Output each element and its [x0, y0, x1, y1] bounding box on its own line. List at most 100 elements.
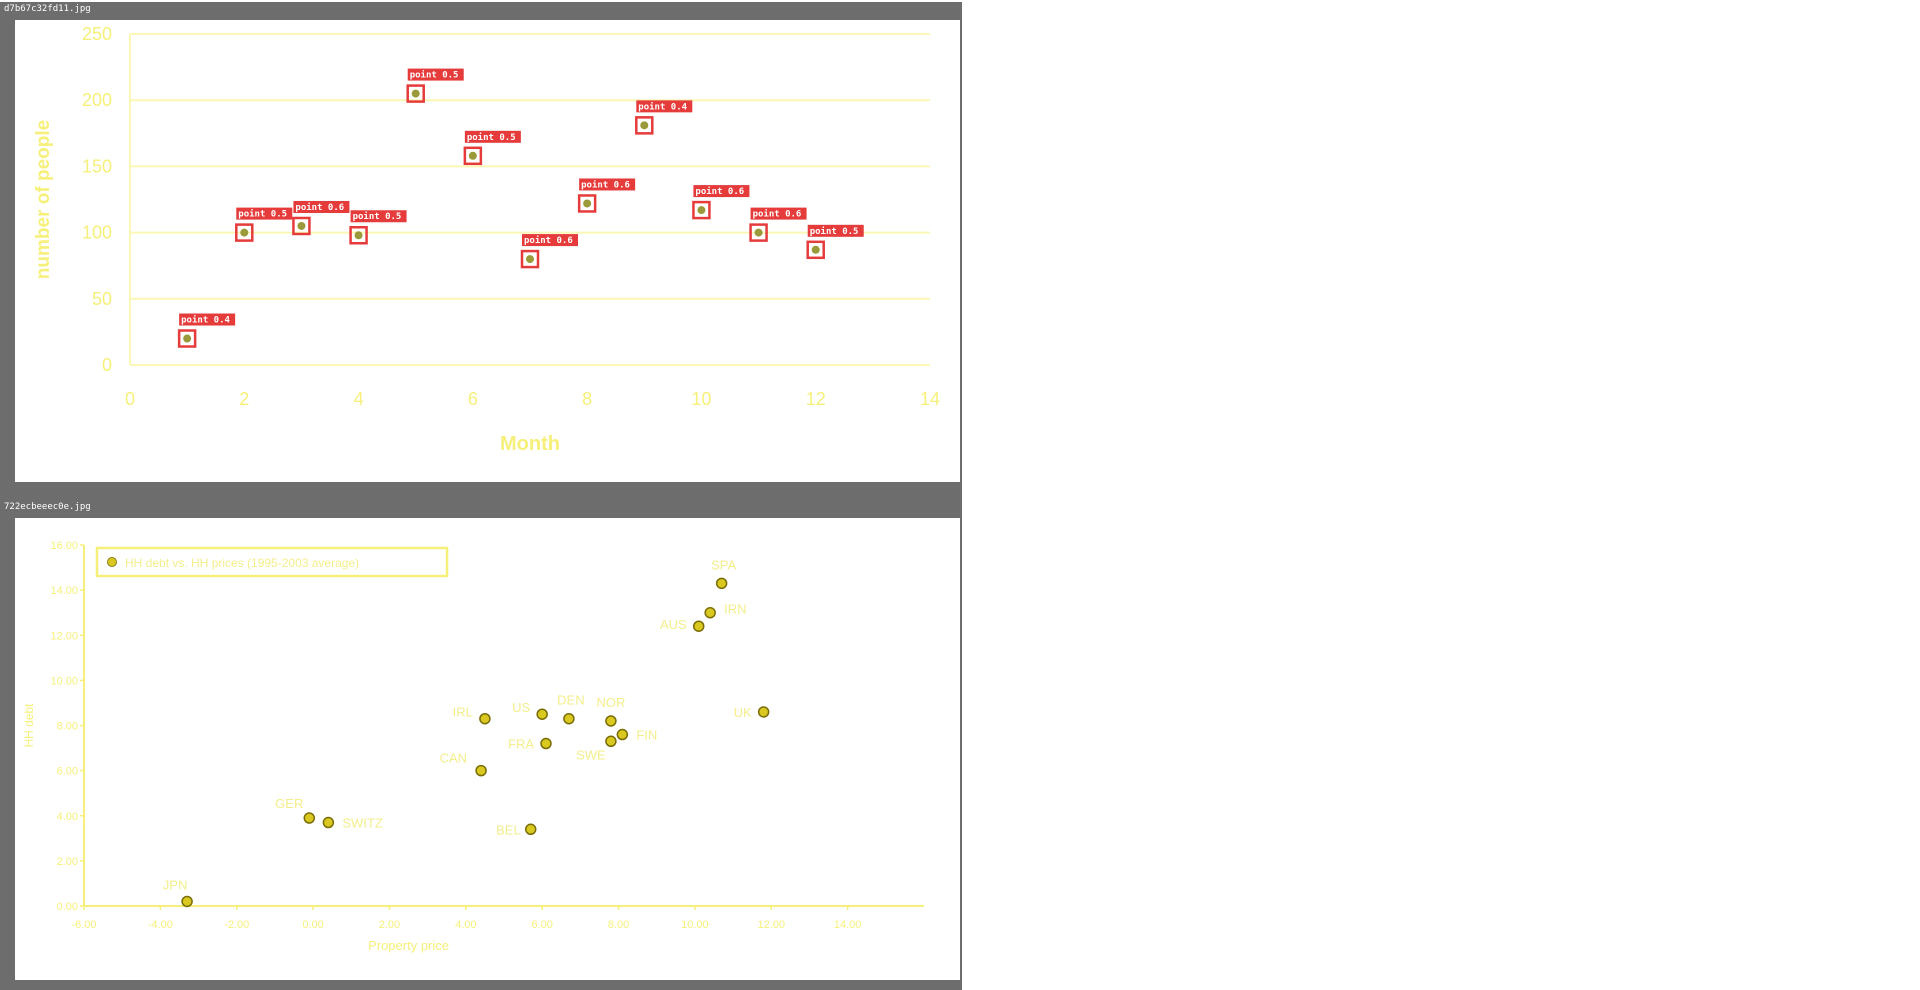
x-tick-label: 2	[239, 389, 249, 409]
detection-label-bg	[636, 100, 693, 113]
chart-panel-2: 722ecbeeec0e.jpg 0.00 2.00 4.00 6.00 8.00 10.…	[0, 500, 962, 990]
y-tick-label: 0	[102, 355, 112, 375]
data-point	[354, 231, 363, 240]
data-point	[411, 89, 420, 98]
data-point	[183, 334, 192, 343]
x-tick-label: 0	[125, 389, 135, 409]
point-label: SWE	[576, 747, 606, 762]
y-tick-label: 200	[82, 90, 112, 110]
chart-1-plot-area: 0 50 100 150 200 250 0 2 4 6 8 10 12 14 Month number of…	[15, 20, 960, 482]
data-point	[605, 715, 617, 727]
point-label: FRA	[508, 737, 534, 752]
point-label: JPN	[163, 877, 188, 892]
legend-box	[95, 546, 449, 578]
x-tick-label: 12.00	[758, 919, 786, 931]
point-label: DEN	[557, 693, 584, 708]
detection-label-bg	[693, 185, 750, 198]
data-point	[468, 151, 477, 160]
y-tick-label: 100	[82, 223, 112, 243]
point-label: US	[512, 700, 530, 715]
y-tick-label: 14.00	[50, 585, 78, 597]
data-point	[536, 708, 548, 720]
x-tick-label: 8.00	[608, 919, 629, 931]
detection-label-bg	[236, 207, 293, 220]
x-tick-label: -2.00	[224, 919, 249, 931]
data-point	[240, 228, 249, 237]
y-tick-label: 150	[82, 156, 112, 176]
point-label: CAN	[440, 751, 467, 766]
point-label: UK	[734, 705, 752, 720]
detection-label: point 0.5	[410, 70, 459, 81]
detection-box	[406, 84, 425, 103]
detection-box	[577, 194, 597, 213]
x-tick-label: 10	[691, 389, 711, 409]
detection-label: point 0.5	[810, 226, 859, 237]
detection-box	[635, 116, 654, 135]
x-axis-label: Property price	[368, 938, 449, 953]
point-label: GER	[275, 796, 303, 811]
y-tick-label: 10.00	[50, 675, 78, 687]
data-point	[322, 816, 335, 829]
detection-label: point 0.4	[638, 101, 687, 112]
x-tick-label: 14	[920, 389, 940, 409]
data-point	[524, 823, 537, 836]
data-point	[475, 764, 487, 777]
data-point	[297, 221, 306, 230]
data-point	[697, 206, 706, 215]
chart-1-svg: 0 50 100 150 200 250 0 2 4 6 8 10 12 14 Month number of…	[33, 24, 940, 455]
y-axis-label: HH debt	[22, 703, 36, 748]
detection-box	[177, 329, 197, 348]
x-tick-label: 6	[468, 389, 478, 409]
chart-2-plot-area: 0.00 2.00 4.00 6.00 8.00 10.00 12.00 14.00 16.00…	[15, 518, 960, 980]
point-label: IRL	[453, 705, 473, 720]
point-label: BEL	[496, 822, 521, 837]
y-tick-label: 16.00	[50, 540, 78, 552]
detection-box	[235, 223, 254, 242]
chart-panel-1: d7b67c32fd11.jpg 0 50 100 150 200 250 0 2 4 6 8 10 1…	[0, 2, 962, 500]
panel-1-filename: d7b67c32fd11.jpg	[4, 4, 91, 14]
y-tick-label: 6.00	[57, 766, 78, 778]
x-tick-label: 12	[806, 389, 826, 409]
x-tick-label: 8	[582, 389, 592, 409]
chart-2-svg: 0.00 2.00 4.00 6.00 8.00 10.00 12.00 14.00 16.00…	[22, 540, 924, 953]
x-tick-label: 4.00	[455, 919, 476, 931]
legend-entry: HH debt vs. HH prices (1995-2003 average…	[125, 556, 359, 570]
data-point	[526, 255, 534, 264]
data-point	[563, 712, 575, 725]
data-point	[640, 121, 649, 130]
x-tick-label: 2.00	[379, 919, 400, 931]
detection-label: point 0.6	[695, 186, 744, 197]
detection-label: point 0.5	[238, 209, 287, 220]
detection-label: point 0.6	[581, 179, 630, 190]
detection-label: point 0.5	[353, 211, 402, 222]
detection-box	[749, 223, 768, 242]
data-point	[583, 199, 592, 208]
data-point	[715, 577, 728, 590]
detection-label: point 0.6	[524, 235, 573, 246]
detection-box	[463, 146, 483, 166]
detection-label-bg	[179, 313, 236, 326]
detection-label: point 0.6	[753, 209, 802, 220]
data-point	[692, 620, 705, 632]
x-tick-label: 4	[354, 389, 364, 409]
data-point	[754, 228, 763, 237]
y-tick-label: 2.00	[57, 856, 78, 868]
y-tick-label: 12.00	[50, 630, 78, 642]
point-label: IRN	[724, 602, 746, 617]
detection-label: point 0.4	[181, 315, 230, 326]
x-tick-label: -6.00	[71, 919, 96, 931]
data-point	[181, 895, 193, 908]
x-axis-label: Month	[500, 433, 560, 455]
data-point	[757, 706, 770, 718]
x-tick-label: -4.00	[148, 919, 173, 931]
detection-box	[520, 249, 540, 269]
detection-label: point 0.6	[295, 202, 344, 213]
point-label: AUS	[660, 617, 687, 632]
detection-label-bg	[579, 178, 636, 191]
y-tick-label: 250	[82, 24, 112, 44]
detection-label-bg	[407, 68, 464, 81]
point-label: SPA	[711, 557, 736, 572]
data-point	[811, 245, 820, 254]
detection-box	[349, 225, 368, 245]
x-tick-label: 14.00	[834, 919, 862, 931]
